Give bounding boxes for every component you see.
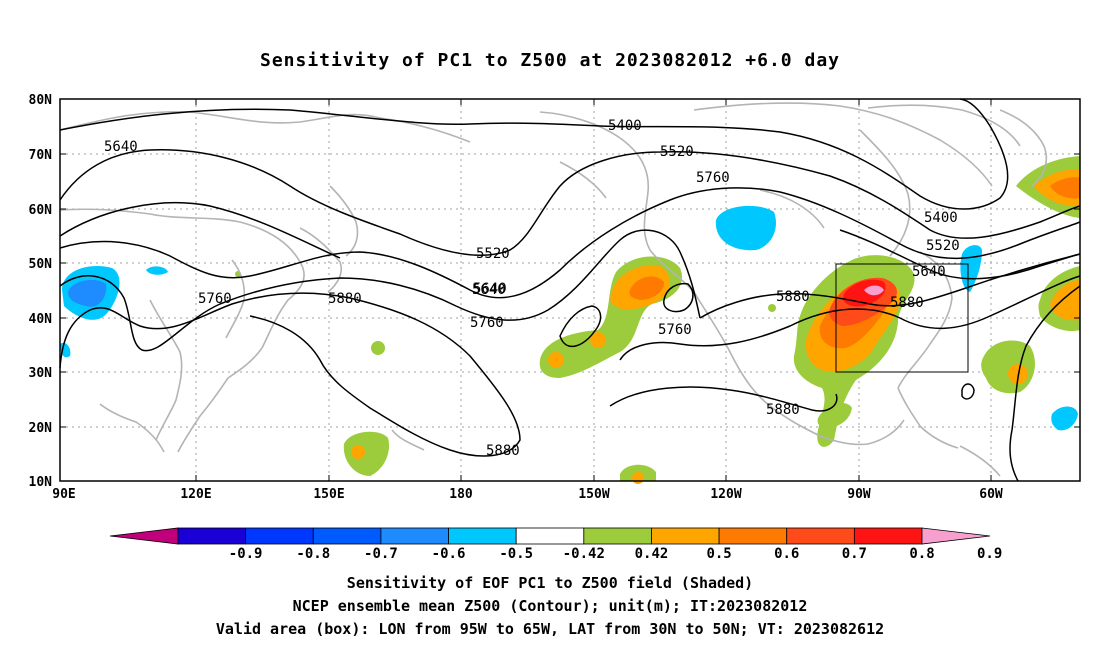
negative-shade-small-1 bbox=[146, 266, 168, 275]
colorbar-tick-label: 0.7 bbox=[842, 546, 867, 562]
contour-label: 5520 bbox=[476, 246, 510, 262]
negative-shade-canada bbox=[715, 205, 776, 251]
colorbar-tick-label: 0.9 bbox=[977, 546, 1002, 562]
colorbar-segment bbox=[380, 527, 449, 545]
lat-label: 50N bbox=[29, 257, 53, 272]
colorbar-tick-label: -0.8 bbox=[296, 546, 330, 562]
colorbar-lower-extend bbox=[109, 527, 179, 545]
colorbar-upper-extend bbox=[921, 527, 991, 545]
lat-label: 80N bbox=[29, 93, 53, 108]
colorbar: -0.9 -0.8 -0.7 -0.6 -0.5 -0.42 0.42 0.5 0.6 0.7 0.… bbox=[109, 527, 1002, 562]
lat-label: 30N bbox=[29, 366, 53, 381]
contour-label: 5640 bbox=[912, 264, 946, 280]
contour-5880-c bbox=[609, 386, 838, 412]
sensitivity-shading bbox=[60, 156, 1080, 484]
contour-label: 5640 bbox=[472, 282, 506, 298]
lon-label: 120E bbox=[180, 487, 211, 502]
lat-label: 40N bbox=[29, 312, 53, 327]
contour-label: 5640 bbox=[473, 281, 507, 297]
z500-contours bbox=[59, 98, 1081, 482]
contour-label: 5520 bbox=[926, 238, 960, 254]
lon-label: 150E bbox=[313, 487, 344, 502]
lon-label: 180 bbox=[449, 487, 473, 502]
colorbar-segment bbox=[515, 527, 585, 545]
colorbar-segment bbox=[651, 527, 720, 545]
valid-area-box bbox=[835, 263, 969, 373]
lat-label: 60N bbox=[29, 203, 53, 218]
contour-5760-b bbox=[699, 253, 1081, 319]
lon-label: 120W bbox=[710, 487, 741, 502]
lon-label: 60W bbox=[979, 487, 1003, 502]
lat-label: 20N bbox=[29, 421, 53, 436]
contour-5400 bbox=[59, 98, 1009, 210]
colorbar-segment bbox=[786, 527, 855, 545]
longitude-labels: 90E 120E 150E 180 150W 120W 90W 60W bbox=[52, 487, 1003, 502]
lat-label: 70N bbox=[29, 148, 53, 163]
contour-5760-a bbox=[59, 229, 701, 352]
colorbar-tick-label: -0.5 bbox=[499, 546, 533, 562]
contour-label: 5760 bbox=[696, 170, 730, 186]
colorbar-tick-label: -0.7 bbox=[364, 546, 398, 562]
contour-label: 5520 bbox=[660, 144, 694, 160]
contour-5640-a bbox=[59, 187, 1081, 299]
colorbar-tick-label: 0.5 bbox=[706, 546, 731, 562]
colorbar-tick-label: -0.42 bbox=[563, 546, 605, 562]
contour-label: 5400 bbox=[608, 118, 642, 134]
colorbar-tick-label: -0.6 bbox=[432, 546, 466, 562]
tick-marks bbox=[60, 98, 1080, 481]
colorbar-segment bbox=[448, 527, 517, 545]
contour-label: 5760 bbox=[198, 291, 232, 307]
positive-shade-atlantic bbox=[981, 340, 1035, 394]
footer-valid-area-caption: Valid area (box): LON from 95W to 65W, L… bbox=[215, 620, 885, 638]
contour-label: 5880 bbox=[328, 291, 362, 307]
colorbar-tick-label: 0.8 bbox=[909, 546, 934, 562]
contour-label: 5760 bbox=[470, 315, 504, 331]
contour-5880-b bbox=[619, 275, 1081, 361]
contour-5760-c bbox=[663, 282, 694, 313]
lon-label: 150W bbox=[578, 487, 609, 502]
colorbar-segment bbox=[312, 527, 382, 545]
contour-5520-a bbox=[59, 149, 1081, 256]
colorbar-segment bbox=[177, 527, 247, 545]
colorbar-segment bbox=[583, 527, 652, 545]
footer-contour-caption: NCEP ensemble mean Z500 (Contour); unit(… bbox=[292, 597, 808, 615]
negative-shade-west-core bbox=[68, 279, 107, 307]
colorbar-tick-label: 0.6 bbox=[774, 546, 799, 562]
contour-label: 5880 bbox=[486, 443, 520, 459]
footer-shading-caption: Sensitivity of EOF PC1 to Z500 field (Sh… bbox=[346, 574, 754, 592]
colorbar-segment bbox=[245, 527, 314, 545]
latitude-labels: 80N 70N 60N 50N 40N 30N 20N 10N bbox=[29, 93, 53, 490]
contour-label: 5880 bbox=[766, 402, 800, 418]
colorbar-tick-label: -0.9 bbox=[229, 546, 263, 562]
contour-5880-a bbox=[59, 292, 521, 457]
contour-label: 5640 bbox=[104, 139, 138, 155]
contour-5640-c bbox=[839, 229, 1081, 280]
contour-label: 5880 bbox=[890, 295, 924, 311]
positive-shade-dot-1 bbox=[371, 341, 385, 355]
contour-label: 5880 bbox=[776, 289, 810, 305]
contour-5640-b bbox=[559, 305, 602, 348]
grid-lines bbox=[60, 99, 1080, 481]
lat-label: 10N bbox=[29, 475, 53, 490]
map-frame bbox=[59, 98, 1081, 482]
colorbar-segment bbox=[853, 527, 923, 545]
lon-label: 90W bbox=[847, 487, 871, 502]
map-title: Sensitivity of PC1 to Z500 at 2023082012… bbox=[259, 50, 840, 71]
colorbar-tick-label: 0.42 bbox=[635, 546, 669, 562]
contour-5520-b bbox=[59, 202, 341, 259]
positive-shade-south-pacific bbox=[343, 431, 390, 476]
contour-5880-d bbox=[1009, 285, 1081, 482]
colorbar-segment bbox=[718, 527, 788, 545]
contour-label: 5400 bbox=[924, 210, 958, 226]
contour-small-ring bbox=[961, 383, 975, 400]
contour-labels: 5400 5520 5640 5760 5880 5640 5520 5400 … bbox=[104, 118, 960, 459]
lon-label: 90E bbox=[52, 487, 75, 502]
contour-label: 5760 bbox=[658, 322, 692, 338]
